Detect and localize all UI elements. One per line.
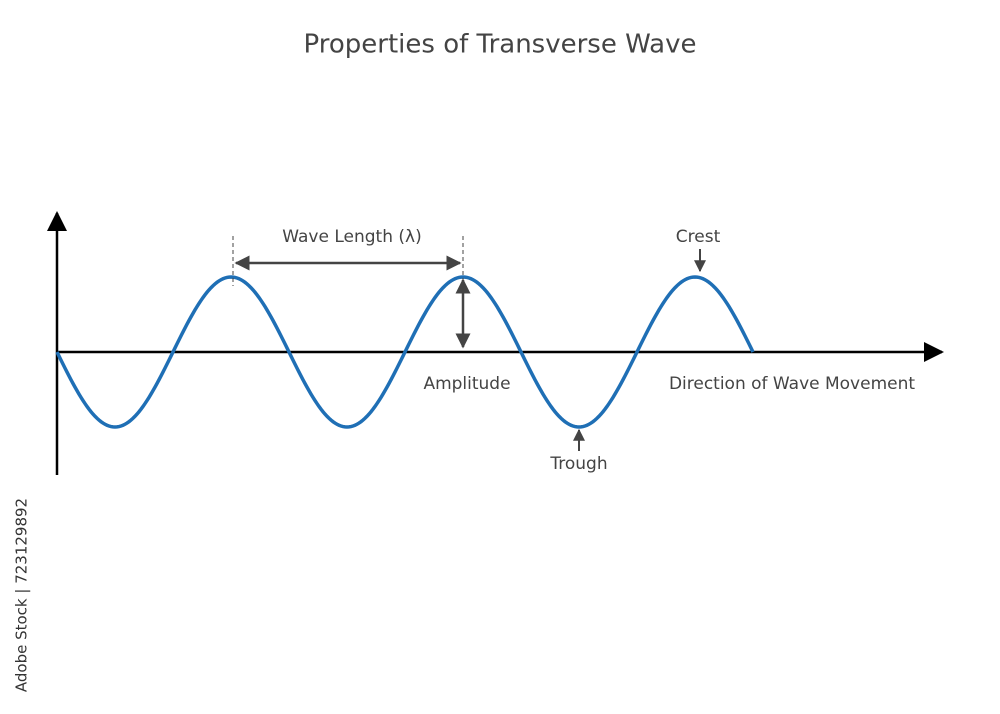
crest-label: Crest xyxy=(676,227,721,247)
direction-label: Direction of Wave Movement xyxy=(669,374,915,394)
wave xyxy=(55,275,755,429)
wavelength-label: Wave Length (λ) xyxy=(282,227,421,247)
title: Properties of Transverse Wave xyxy=(304,30,697,60)
watermark: Adobe Stock | 723129892 xyxy=(13,498,31,692)
amplitude-label: Amplitude xyxy=(423,374,510,394)
trough-label: Trough xyxy=(549,454,607,474)
